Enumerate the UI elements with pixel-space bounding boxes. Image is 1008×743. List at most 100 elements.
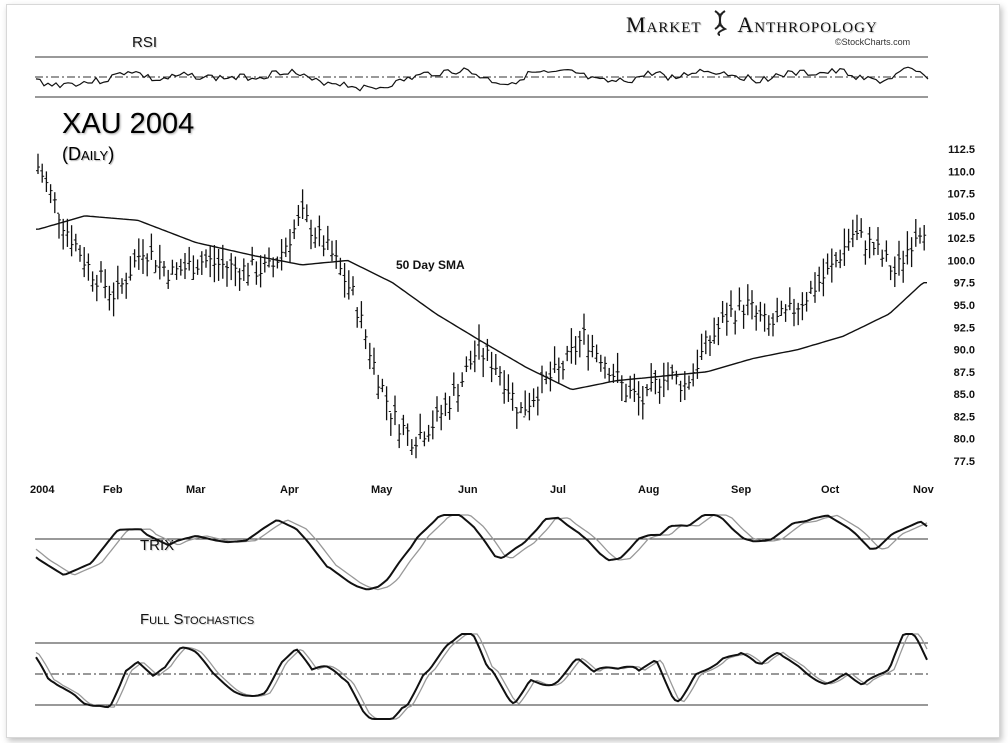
price-bar [296,204,301,226]
price-bar [351,276,355,296]
price-bar [640,385,645,420]
price-bar [124,272,129,299]
price-bar [750,290,754,320]
price-bar [615,352,620,383]
price-bar [414,436,418,459]
price-bar [804,292,809,312]
price-bar [40,163,45,183]
price-bar [359,301,364,329]
price-bar [745,284,750,316]
price-bar [603,356,607,379]
price-bar [682,371,687,401]
stochastics-label: Full Stochastics [140,611,255,628]
price-bar [78,244,82,262]
rsi-panel [35,56,929,98]
price-bar [145,253,150,277]
price-bar [481,347,486,378]
price-bar [275,256,280,269]
price-bar [178,258,183,276]
price-bar [548,361,553,392]
price-bar [720,300,725,323]
price-bar [821,258,826,297]
price-bar [451,372,456,396]
price-bar [426,424,431,442]
y-tick-label: 105.0 [947,211,975,223]
chart-frame [6,4,1000,738]
price-bar [153,260,158,274]
price-bar [225,261,229,287]
price-bar [514,407,519,429]
price-bar [430,410,435,440]
sma-label: 50 Day SMA [396,258,465,272]
price-bar [859,218,864,238]
price-bar [523,390,528,418]
price-bar [829,248,834,283]
x-tick-label: Oct [821,484,840,496]
price-bar [372,347,376,375]
price-bar [279,239,284,271]
trix-signal-series [35,514,928,591]
price-bar [103,269,108,299]
price-bar [729,290,733,317]
trix-main-series [35,514,928,591]
price-bar [330,240,334,262]
price-bar [111,282,116,317]
price-bar [115,265,120,300]
price-bar [590,334,595,358]
price-bar [82,247,87,278]
price-bar [636,381,641,416]
x-tick-label: Mar [186,484,206,496]
price-bar [283,237,288,258]
price-bar [687,375,691,390]
price-bar [170,259,175,275]
stoch-d-series [35,633,928,720]
price-bar [325,225,330,251]
price-bar [582,313,586,345]
price-bar [229,253,234,281]
price-bar [250,246,255,266]
price-bar [367,342,372,370]
price-bar [653,370,658,395]
price-bar [842,228,847,266]
x-tick-label: Nov [913,484,935,496]
price-bar [44,171,49,193]
price-bar [834,252,838,268]
price-bar [157,244,162,280]
price-bar [439,404,444,431]
price-bar [447,396,452,420]
price-bar [334,240,339,269]
price-bar [519,402,523,414]
sma-series [35,215,927,391]
price-bar [380,378,385,393]
brand-logo: Market Anthropology [626,6,878,38]
price-bar [162,260,166,277]
price-bar [779,300,784,317]
price-bar [464,356,469,373]
price-bar [258,255,263,288]
price-bar [661,362,666,398]
price-bar [716,317,721,346]
price-bar [397,424,402,449]
price-bar [422,431,427,447]
price-bar [699,333,704,360]
price-bar [254,261,259,285]
price-bar [304,204,309,223]
trix-panel [35,514,928,591]
price-bar [363,329,368,350]
price-bar [905,231,910,265]
price-bar [187,246,192,271]
price-bar [913,219,918,247]
price-bar [90,271,95,292]
price-bar [556,357,561,384]
x-tick-label: Jul [550,484,566,496]
price-bar [220,244,225,279]
price-bar [300,189,305,219]
price-bar [317,215,322,247]
price-bar [393,395,397,426]
price-bar [468,350,473,370]
price-bar [758,301,763,322]
price-bar [506,374,511,402]
price-bar [871,241,876,256]
y-tick-label: 90.0 [954,345,975,357]
price-bar [342,263,347,298]
